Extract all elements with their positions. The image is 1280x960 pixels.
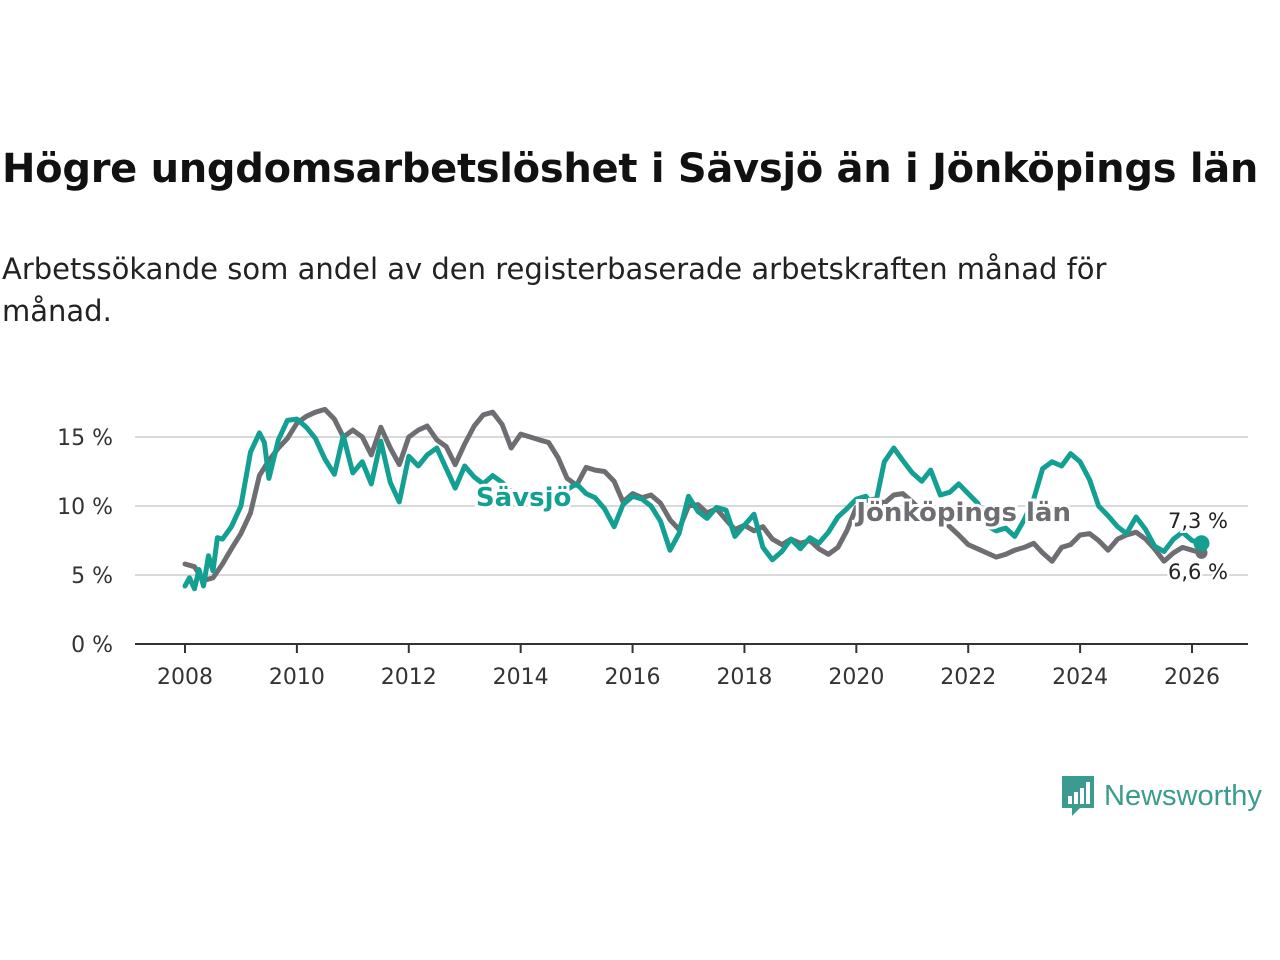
x-tick-label: 2024 [1052, 665, 1108, 690]
chart-title: Högre ungdomsarbetslöshet i Sävsjö än i … [2, 146, 1259, 192]
series-line-s-vsj- [182, 416, 1204, 592]
brand-name: Newsworthy [1104, 779, 1262, 812]
x-tick-label: 2012 [381, 665, 437, 690]
y-tick-label: 10 % [57, 495, 113, 520]
end-value-label-jonkopings-lan: 6,6 % [1168, 560, 1228, 584]
x-tick-label: 2016 [605, 665, 661, 690]
y-tick-label: 0 % [71, 633, 113, 658]
x-tick-label: 2014 [493, 665, 549, 690]
x-tick-label: 2010 [269, 665, 325, 690]
x-tick-label: 2008 [157, 665, 213, 690]
chart-subtitle: Arbetssökande som andel av den registerb… [2, 252, 1107, 328]
x-tick-label: 2020 [828, 665, 884, 690]
series-label: Jönköpings län [854, 498, 1071, 528]
newsworthy-logo: Newsworthy [1060, 774, 1262, 818]
y-tick-label: 5 % [71, 564, 113, 589]
series-label: Sävsjö [476, 483, 571, 513]
bar-chart-icon [1062, 776, 1094, 816]
series-line-j-nk-pings-l-n [182, 406, 1204, 583]
x-tick-label: 2018 [716, 665, 772, 690]
end-value-label-savsjo: 7,3 % [1168, 509, 1228, 533]
x-tick-label: 2022 [940, 665, 996, 690]
end-point-savsjo [1193, 535, 1210, 552]
x-tick-label: 2026 [1164, 665, 1220, 690]
y-tick-label: 15 % [57, 426, 113, 451]
